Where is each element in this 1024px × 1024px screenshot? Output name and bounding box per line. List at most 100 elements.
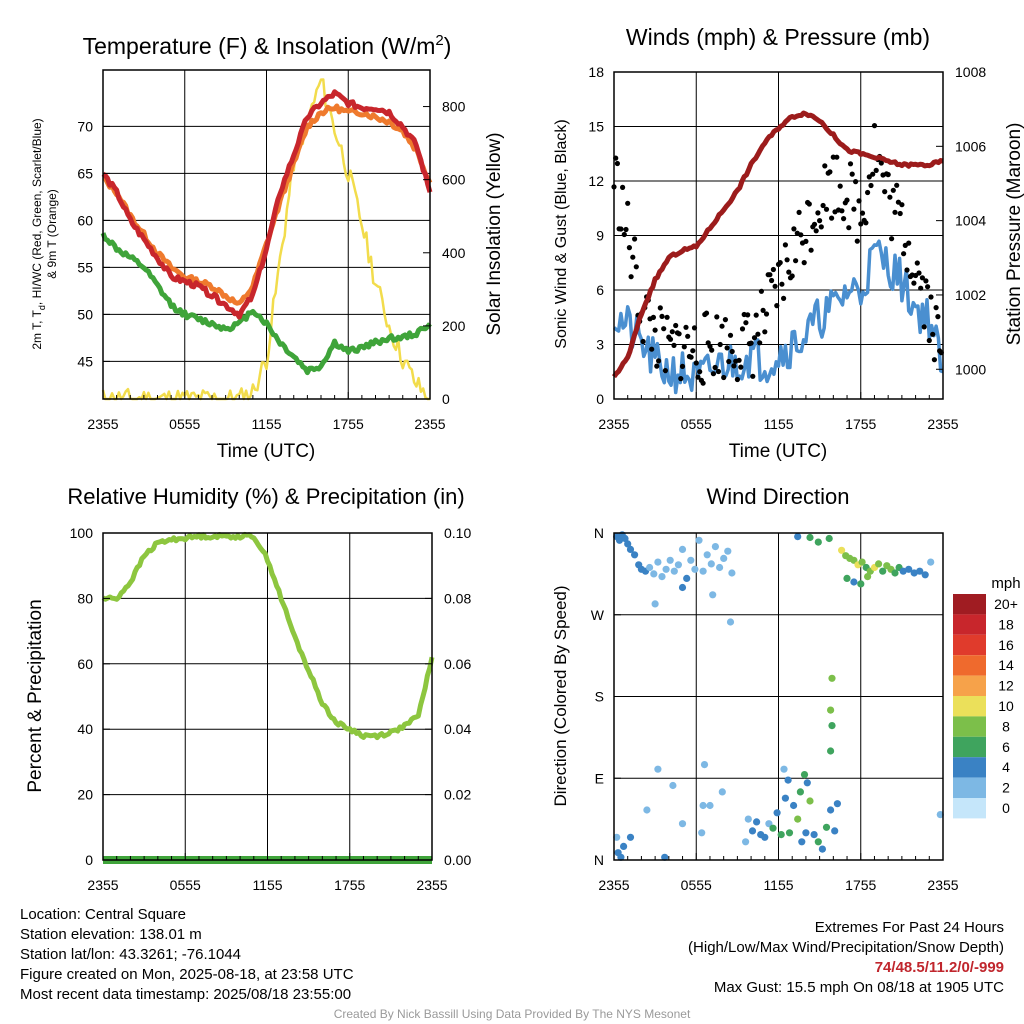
- y-tick-label: 0: [596, 391, 604, 407]
- gust-point: [745, 312, 751, 318]
- direction-point: [626, 545, 635, 554]
- gust-point: [791, 226, 797, 232]
- winds-panel: Winds (mph) & Pressure (mb) 2355 0555 1155…: [553, 24, 1024, 462]
- x-tick-label: 1755: [334, 877, 365, 893]
- gust-point: [681, 344, 687, 350]
- legend-swatch: [953, 675, 986, 696]
- gust-point: [712, 364, 718, 371]
- y-tick-label: 15: [588, 119, 604, 135]
- direction-point: [651, 600, 659, 608]
- gust-point: [630, 254, 636, 260]
- direction-point: [905, 565, 913, 573]
- gust-point: [654, 363, 660, 369]
- gust-point: [887, 194, 893, 200]
- direction-point: [711, 543, 720, 551]
- gust-point: [621, 231, 627, 238]
- gust-point: [719, 323, 725, 329]
- direction-point: [810, 831, 818, 839]
- gust-point: [762, 329, 768, 335]
- x-tick-label: 0555: [169, 416, 200, 432]
- x-tick-label: 2355: [598, 877, 629, 893]
- latlon-text: Station lat/lon: 43.3261; -76.1044: [20, 946, 242, 963]
- x-tick-label: 0555: [681, 416, 712, 432]
- direction-title: Wind Direction: [706, 484, 849, 509]
- recent-text: Most recent data timestamp: 2025/08/18 2…: [20, 986, 352, 1003]
- gust-point: [813, 228, 819, 234]
- direction-point: [910, 569, 918, 577]
- y-tick-label: 1002: [955, 287, 986, 303]
- gust-point: [760, 307, 766, 313]
- legend-swatch: [953, 594, 986, 615]
- direction-point: [927, 558, 935, 566]
- gust-point: [758, 288, 765, 294]
- direction-point: [643, 806, 651, 814]
- direction-point: [658, 573, 666, 581]
- y-tick-label: 80: [77, 590, 93, 606]
- y-tick-label: 1004: [955, 213, 986, 229]
- direction-point: [669, 781, 677, 790]
- direction-point: [699, 567, 707, 575]
- direction-point: [678, 583, 687, 592]
- temperature-xlabel: Time (UTC): [217, 441, 316, 462]
- direction-point: [615, 536, 624, 544]
- legend-label: 18: [998, 616, 1014, 632]
- direction-point: [753, 818, 761, 826]
- legend-label: 20+: [994, 596, 1018, 612]
- gust-point: [717, 341, 723, 348]
- series-line-relative-humidity: [101, 531, 435, 741]
- gust-point: [823, 206, 830, 212]
- direction-point: [654, 765, 662, 773]
- gust-point: [743, 320, 749, 326]
- gust-point: [873, 167, 879, 173]
- gust-point: [870, 171, 876, 177]
- gust-point: [628, 274, 634, 280]
- y-tick-label: E: [595, 770, 604, 786]
- direction-point: [827, 806, 835, 814]
- direction-point: [806, 533, 814, 542]
- gust-point: [753, 312, 759, 318]
- direction-point: [662, 565, 670, 573]
- direction-point: [794, 815, 802, 823]
- max-gust-text: Max Gust: 15.5 mph On 08/18 at 1905 UTC: [713, 979, 1004, 996]
- y-tick-label: 0.04: [444, 721, 471, 737]
- direction-point: [613, 833, 621, 841]
- series-line-td: [100, 232, 432, 376]
- gust-point: [897, 210, 903, 217]
- x-tick-label: 1155: [763, 877, 793, 893]
- gust-point: [626, 245, 633, 251]
- y-tick-label: 40: [77, 721, 93, 737]
- y-tick-label: 1000: [955, 361, 986, 377]
- direction-point: [631, 551, 639, 559]
- direction-point: [742, 838, 750, 846]
- gust-point: [818, 224, 824, 230]
- direction-point: [921, 571, 929, 579]
- direction-point: [707, 560, 715, 568]
- extremes-info: Extremes For Past 24 Hours (High/Low/Max…: [688, 918, 1004, 998]
- y-tick-label: 1006: [955, 138, 986, 154]
- gust-point: [769, 277, 775, 284]
- y-tick-label: 55: [77, 259, 93, 275]
- direction-point: [850, 578, 858, 586]
- y-tick-label: 50: [77, 306, 93, 322]
- y-tick-label: 0: [442, 391, 450, 407]
- y-tick-label: 65: [77, 165, 93, 181]
- y-tick-label: 0.10: [444, 525, 471, 541]
- gust-point: [858, 221, 864, 227]
- gust-point: [793, 258, 799, 264]
- gust-point: [722, 317, 729, 323]
- gust-point: [657, 305, 663, 311]
- temperature-ylabel-left-line1: 2m T, Td, HI/WC (Red, Green, Scarlet/Blu…: [30, 118, 47, 349]
- direction-point: [706, 801, 714, 810]
- legend-title: mph: [991, 575, 1020, 592]
- direction-point: [674, 561, 683, 569]
- gust-point: [625, 200, 631, 206]
- direction-point: [777, 831, 785, 839]
- x-tick-label: 2355: [87, 877, 118, 893]
- direction-point: [802, 829, 810, 837]
- gust-point: [837, 183, 843, 189]
- gust-point: [739, 326, 746, 332]
- gust-point: [721, 374, 727, 381]
- gust-point: [685, 333, 691, 339]
- gust-point: [859, 210, 866, 216]
- gust-point: [724, 345, 730, 351]
